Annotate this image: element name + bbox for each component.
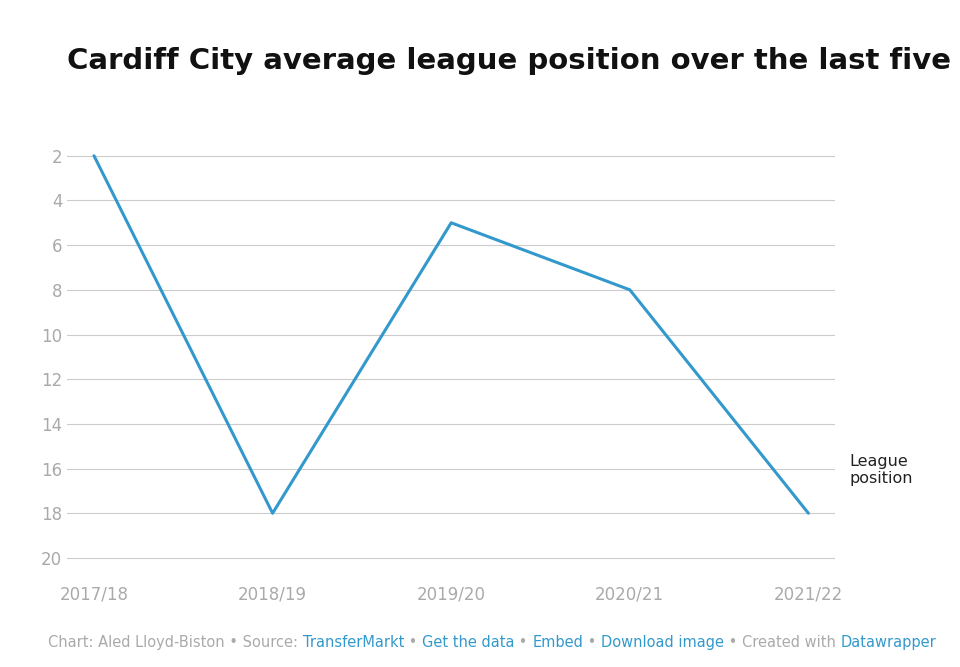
- Text: Datawrapper: Datawrapper: [841, 635, 937, 650]
- Text: League
position: League position: [850, 454, 913, 486]
- Text: •: •: [584, 635, 601, 650]
- Text: TransferMarkt: TransferMarkt: [302, 635, 404, 650]
- Text: • Created with: • Created with: [725, 635, 841, 650]
- Text: •: •: [404, 635, 422, 650]
- Text: •: •: [515, 635, 533, 650]
- Text: Get the data: Get the data: [422, 635, 515, 650]
- Text: Chart: Aled Lloyd-Biston • Source:: Chart: Aled Lloyd-Biston • Source:: [48, 635, 302, 650]
- Text: Download image: Download image: [601, 635, 725, 650]
- Text: Cardiff City average league position over the last five years: Cardiff City average league position ove…: [67, 47, 960, 75]
- Text: Embed: Embed: [533, 635, 584, 650]
